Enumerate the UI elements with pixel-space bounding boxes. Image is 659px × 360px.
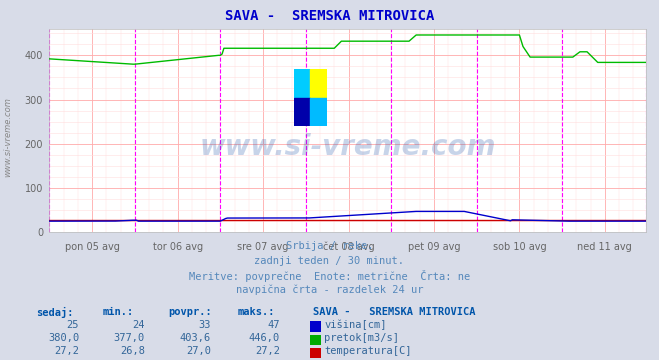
Text: SAVA -   SREMSKA MITROVICA: SAVA - SREMSKA MITROVICA (313, 307, 476, 317)
Text: Srbija / reke.: Srbija / reke. (286, 241, 373, 251)
Text: 26,8: 26,8 (120, 346, 145, 356)
Text: sedaj:: sedaj: (36, 307, 74, 318)
Bar (310, 98, 327, 126)
Text: 27,2: 27,2 (255, 346, 280, 356)
Text: temperatura[C]: temperatura[C] (324, 346, 412, 356)
Text: www.si-vreme.com: www.si-vreme.com (200, 133, 496, 161)
Text: maks.:: maks.: (237, 307, 275, 317)
Text: SAVA -  SREMSKA MITROVICA: SAVA - SREMSKA MITROVICA (225, 9, 434, 23)
Text: Meritve: povprečne  Enote: metrične  Črta: ne: Meritve: povprečne Enote: metrične Črta:… (189, 270, 470, 282)
Text: pretok[m3/s]: pretok[m3/s] (324, 333, 399, 343)
Text: 403,6: 403,6 (180, 333, 211, 343)
Text: 380,0: 380,0 (48, 333, 79, 343)
Text: 25: 25 (67, 320, 79, 330)
Text: zadnji teden / 30 minut.: zadnji teden / 30 minut. (254, 256, 405, 266)
Text: navpična črta - razdelek 24 ur: navpična črta - razdelek 24 ur (236, 284, 423, 295)
Text: min.:: min.: (102, 307, 133, 317)
Bar (294, 69, 310, 98)
Text: 24: 24 (132, 320, 145, 330)
Bar (294, 98, 310, 126)
Text: 27,2: 27,2 (54, 346, 79, 356)
Text: 33: 33 (198, 320, 211, 330)
Text: 377,0: 377,0 (114, 333, 145, 343)
Bar (310, 69, 327, 98)
Text: 47: 47 (268, 320, 280, 330)
Text: višina[cm]: višina[cm] (324, 320, 387, 330)
Text: 446,0: 446,0 (249, 333, 280, 343)
Text: povpr.:: povpr.: (168, 307, 212, 317)
Text: www.si-vreme.com: www.si-vreme.com (3, 97, 13, 177)
Text: 27,0: 27,0 (186, 346, 211, 356)
